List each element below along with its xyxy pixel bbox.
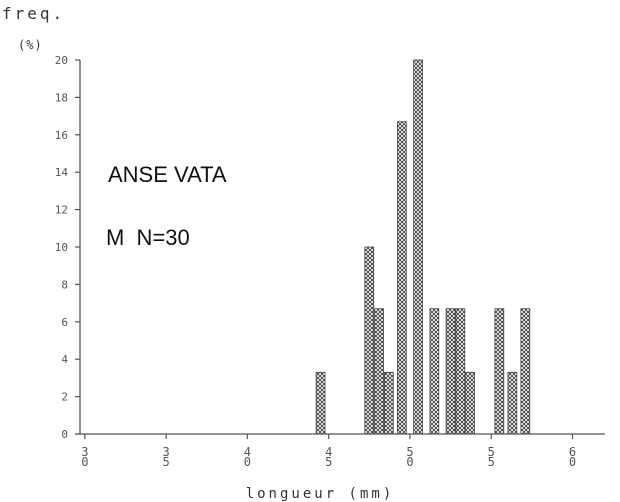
histogram-bar	[520, 308, 531, 435]
histogram-bar	[445, 308, 456, 435]
x-axis-label: longueur (mm)	[246, 486, 395, 502]
histogram-bar	[364, 246, 375, 435]
histogram-bar	[315, 371, 326, 435]
y-tick-label: 18	[55, 91, 68, 104]
y-axis-label: freq.	[2, 4, 65, 23]
histogram-bar	[383, 371, 394, 435]
y-tick-label: 10	[55, 241, 68, 254]
annotation-site: ANSE VATA	[108, 162, 227, 187]
histogram-bar	[507, 371, 518, 435]
y-tick-label: 2	[61, 391, 68, 404]
y-tick-label: 12	[55, 204, 68, 217]
y-tick-label: 8	[61, 278, 68, 291]
y-tick-label: 4	[61, 353, 68, 366]
histogram-bar	[413, 59, 423, 435]
y-axis-unit: (%)	[18, 38, 43, 52]
bar-series	[315, 59, 531, 435]
y-tick-label: 14	[55, 166, 69, 179]
histogram-bar	[396, 121, 407, 435]
y-tick-label: 0	[61, 428, 68, 441]
y-tick-label: 6	[61, 316, 68, 329]
annotation-sample: M N=30	[106, 225, 190, 250]
histogram-bar	[455, 308, 466, 435]
histogram-bar	[465, 371, 475, 435]
y-tick-label: 16	[55, 129, 68, 142]
histogram-bar	[374, 308, 384, 435]
y-axis: 0 2 4 6 8 10 12 14 16 18 20	[55, 54, 81, 441]
histogram-bar	[429, 308, 440, 435]
y-tick-label: 20	[55, 54, 68, 67]
histogram-bar	[494, 308, 505, 435]
x-axis: 3 0 3 5 4 0 4 5 5 0 5 5 6 0	[75, 433, 605, 469]
